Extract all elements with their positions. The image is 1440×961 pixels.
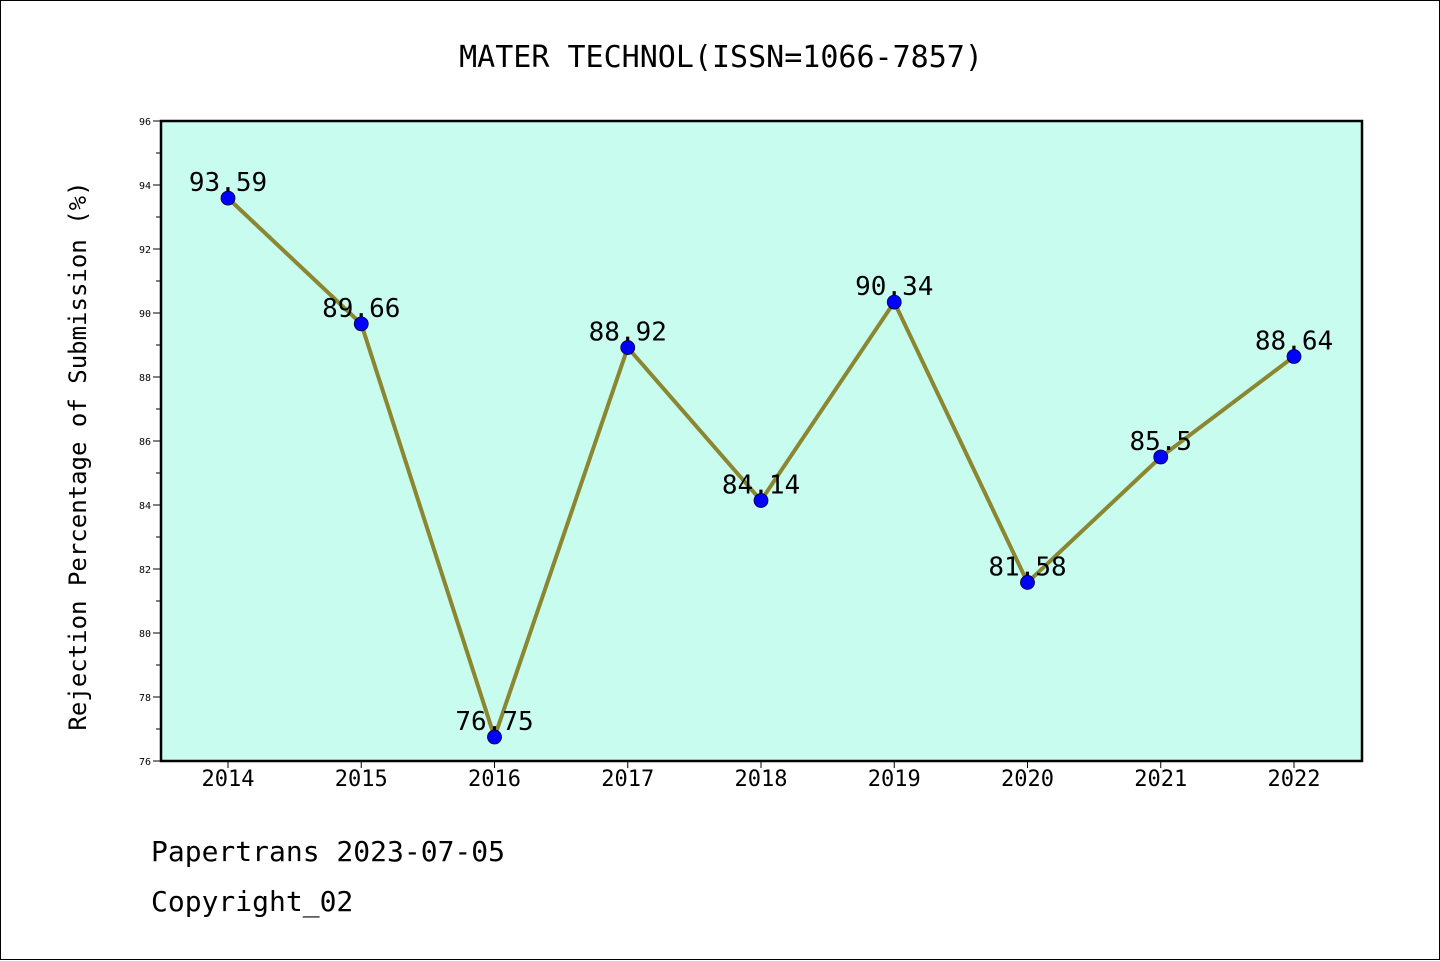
data-label: 90.34 bbox=[855, 272, 933, 302]
data-label: 89.66 bbox=[322, 294, 400, 324]
plot-area bbox=[159, 119, 1364, 763]
y-tick-label: 82 bbox=[139, 565, 151, 576]
data-point bbox=[1020, 575, 1035, 590]
x-tick-label: 2016 bbox=[468, 767, 521, 792]
data-label: 88.64 bbox=[1255, 327, 1333, 357]
y-tick-label: 92 bbox=[139, 245, 151, 256]
y-axis-ticks: 76 78 80 82 84 86 88 90 92 94 96 bbox=[139, 117, 161, 768]
y-tick-label: 94 bbox=[139, 181, 151, 192]
data-point bbox=[886, 294, 902, 310]
data-label: 81.58 bbox=[988, 552, 1066, 582]
x-tick-label: 2018 bbox=[735, 767, 788, 792]
data-point bbox=[353, 316, 369, 332]
data-point bbox=[1286, 349, 1302, 364]
data-label: 84.14 bbox=[722, 471, 800, 501]
y-tick-label: 86 bbox=[139, 437, 151, 448]
y-tick-label: 80 bbox=[139, 629, 151, 640]
y-tick-label: 88 bbox=[139, 373, 151, 384]
x-tick-label: 2021 bbox=[1134, 767, 1187, 792]
data-point bbox=[620, 340, 636, 355]
data-point bbox=[487, 729, 502, 745]
x-tick-label: 2019 bbox=[868, 767, 921, 792]
data-point bbox=[753, 493, 769, 508]
data-label: 76.75 bbox=[455, 707, 533, 737]
data-label: 88.92 bbox=[589, 318, 667, 348]
chart-title: MATER TECHNOL(ISSN=1066-7857) bbox=[459, 40, 983, 75]
y-tick-label: 90 bbox=[139, 309, 151, 320]
x-axis-ticks: 2014 2015 2016 2017 2018 2019 2020 2021 2022 bbox=[202, 761, 1321, 792]
footer-copyright: Copyright_02 bbox=[151, 885, 354, 918]
y-tick-label: 76 bbox=[139, 757, 151, 768]
x-tick-label: 2022 bbox=[1268, 767, 1321, 792]
data-labels: 93.59 89.66 76.75 88.92 84.14 90.34 81.58 85.5 8… bbox=[189, 168, 1333, 737]
x-tick-label: 2014 bbox=[202, 767, 255, 792]
y-tick-label: 84 bbox=[139, 501, 151, 512]
x-tick-label: 2017 bbox=[601, 767, 654, 792]
x-tick-label: 2020 bbox=[1001, 767, 1054, 792]
data-markers bbox=[220, 190, 1302, 745]
data-point bbox=[1153, 449, 1169, 465]
y-axis-label: Rejection Percentage of Submission (%) bbox=[64, 181, 92, 730]
data-point bbox=[220, 190, 236, 206]
data-label: 85.5 bbox=[1129, 427, 1192, 457]
data-label: 93.59 bbox=[189, 168, 267, 198]
y-tick-label: 96 bbox=[139, 117, 151, 128]
x-tick-label: 2015 bbox=[335, 767, 388, 792]
footer-date: Papertrans 2023-07-05 bbox=[151, 835, 506, 868]
y-tick-label: 78 bbox=[139, 693, 151, 704]
